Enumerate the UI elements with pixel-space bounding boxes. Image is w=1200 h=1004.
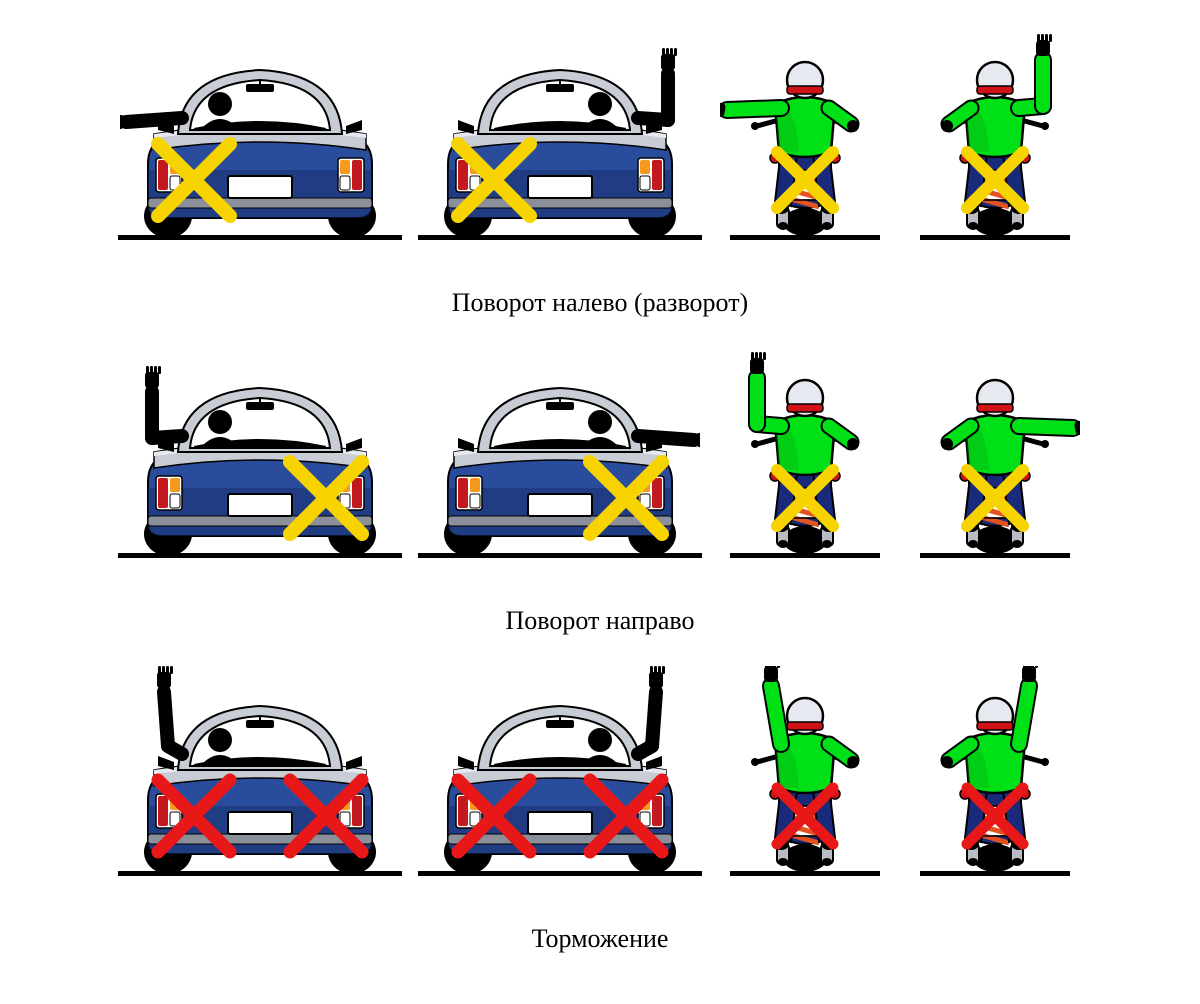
moto-panel: [900, 348, 1090, 588]
moto-panel: [710, 348, 900, 588]
car-panel: [110, 666, 410, 906]
car-illustration: [120, 30, 400, 250]
car-panel: [110, 348, 410, 588]
moto-illustration: [720, 30, 890, 250]
car-illustration: [420, 348, 700, 568]
ground-line: [730, 553, 880, 558]
moto-panel: [710, 666, 900, 906]
ground-line: [418, 871, 702, 876]
ground-line: [920, 871, 1070, 876]
moto-panel: [900, 666, 1090, 906]
moto-illustration: [720, 666, 890, 886]
ground-line: [418, 235, 702, 240]
ground-line: [730, 871, 880, 876]
moto-panel: [900, 30, 1090, 270]
car-panel: [410, 348, 710, 588]
car-panel: [410, 30, 710, 270]
ground-line: [730, 235, 880, 240]
moto-illustration: [910, 30, 1080, 250]
car-panel: [410, 666, 710, 906]
row-caption: Поворот направо: [0, 606, 1200, 636]
car-illustration: [120, 666, 400, 886]
car-panel: [110, 30, 410, 270]
signal-row: [0, 666, 1200, 906]
row-caption: Торможение: [0, 924, 1200, 954]
moto-illustration: [720, 348, 890, 568]
car-illustration: [420, 666, 700, 886]
ground-line: [920, 235, 1070, 240]
moto-illustration: [910, 666, 1080, 886]
hand-signals-infographic: Поворот налево (разворот) Поворот направо…: [0, 30, 1200, 954]
ground-line: [118, 553, 402, 558]
ground-line: [118, 871, 402, 876]
ground-line: [118, 235, 402, 240]
ground-line: [920, 553, 1070, 558]
car-illustration: [420, 30, 700, 250]
moto-panel: [710, 30, 900, 270]
row-caption: Поворот налево (разворот): [0, 288, 1200, 318]
ground-line: [418, 553, 702, 558]
car-illustration: [120, 348, 400, 568]
signal-row: [0, 30, 1200, 270]
moto-illustration: [910, 348, 1080, 568]
signal-row: [0, 348, 1200, 588]
